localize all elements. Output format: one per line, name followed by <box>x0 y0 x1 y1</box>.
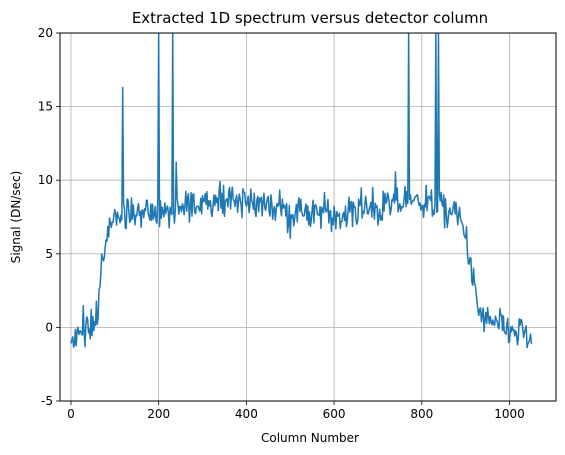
axes-frame <box>59 32 557 402</box>
y-tick-label: 15 <box>38 100 53 114</box>
x-axis-label: Column Number <box>261 431 359 445</box>
y-axis-ticks: -5 0 5 10 15 20 <box>38 26 60 408</box>
x-axis-ticks: 0 200 400 600 800 1000 <box>67 401 525 421</box>
spectrum-series-line <box>70 33 533 349</box>
x-tick-label: 0 <box>67 407 75 421</box>
y-tick-label: 0 <box>45 320 53 334</box>
x-tick-label: 600 <box>323 407 346 421</box>
x-tick-label: 400 <box>235 407 258 421</box>
y-tick-label: 20 <box>38 26 53 40</box>
y-tick-label: 10 <box>38 173 53 187</box>
x-tick-label: 200 <box>147 407 170 421</box>
x-tick-label: 1000 <box>494 407 525 421</box>
y-tick-label: 5 <box>45 247 53 261</box>
x-tick-label: 800 <box>410 407 433 421</box>
y-tick-label: -5 <box>41 394 53 408</box>
y-axis-label: Signal (DN/sec) <box>9 171 23 264</box>
chart-title: Extracted 1D spectrum versus detector co… <box>132 9 488 27</box>
